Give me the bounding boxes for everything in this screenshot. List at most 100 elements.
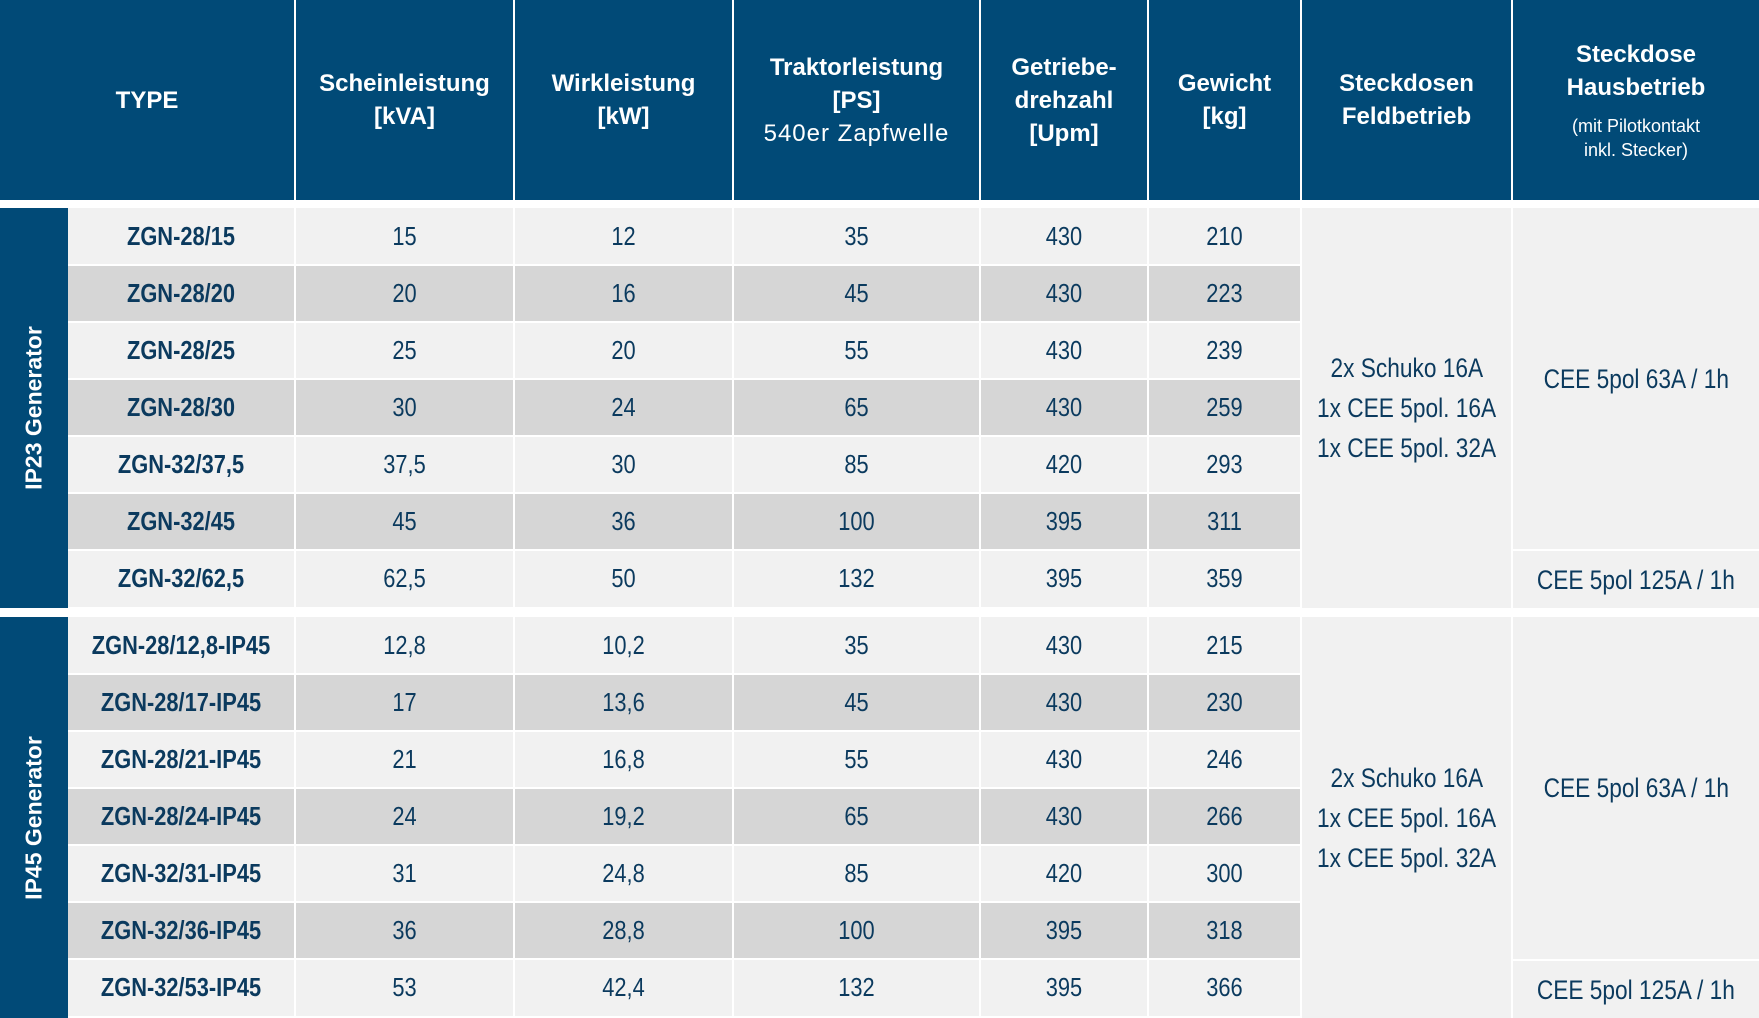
cell-ps: 35	[844, 630, 869, 660]
cell-type: ZGN-28/25	[126, 335, 236, 365]
column-divider	[294, 208, 296, 608]
column-divider	[979, 208, 981, 608]
cell-ps: 45	[844, 278, 869, 308]
row-divider	[68, 435, 1300, 437]
column-divider	[1511, 617, 1513, 1018]
cell-kg: 223	[1206, 278, 1243, 308]
table-header: TYPE Scheinleistung [kVA] Wirkleistung […	[0, 0, 1759, 200]
cell-ps: 35	[844, 221, 869, 251]
cell-type: ZGN-28/12,8-IP45	[91, 630, 271, 660]
feldbetrieb-line: 2x Schuko 16A	[1330, 353, 1483, 383]
cell-kw: 42,4	[602, 972, 645, 1002]
cell-kg: 359	[1206, 563, 1243, 593]
cell-upm: 420	[1045, 858, 1083, 888]
column-divider	[732, 617, 734, 1018]
table-row: ZGN-28/17-IP45 17 13,6 45 430 230	[68, 674, 1300, 731]
header-traktorleistung-line3: 540er Zapfwelle	[763, 119, 950, 147]
header-getriebedrehzahl-line2: drehzahl	[1014, 86, 1114, 114]
header-type: TYPE	[0, 0, 294, 200]
cell-kg: 300	[1206, 858, 1243, 888]
cell-kva: 21	[392, 744, 417, 774]
table-row: ZGN-28/12,8-IP45 12,8 10,2 35 430 215	[68, 617, 1300, 674]
header-scheinleistung: Scheinleistung [kVA]	[296, 0, 513, 200]
cell-kw: 16,8	[602, 744, 645, 774]
table-row: ZGN-28/25 25 20 55 430 239	[68, 322, 1300, 379]
header-hausbetrieb-line2: Hausbetrieb	[1566, 74, 1706, 101]
header-getriebedrehzahl-line1: Getriebe-	[1011, 53, 1117, 81]
row-divider	[68, 378, 1300, 380]
header-scheinleistung-line1: Scheinleistung	[319, 70, 490, 97]
cell-ps: 100	[838, 506, 875, 536]
cell-kva: 12,8	[383, 630, 426, 660]
cell-kw: 24,8	[602, 858, 645, 888]
cell-upm: 395	[1045, 506, 1083, 536]
cell-kva: 17	[392, 687, 417, 717]
cell-kw: 24	[611, 392, 636, 422]
cell-kg: 318	[1206, 915, 1243, 945]
table-row: ZGN-32/62,5 62,5 50 132 395 359	[68, 550, 1300, 607]
header-traktorleistung-line2: [PS]	[832, 86, 881, 114]
group-label-ip45-text: IP45 Generator	[20, 735, 47, 900]
table-row: ZGN-28/15 15 12 35 430 210	[68, 208, 1300, 265]
cell-type: ZGN-28/20	[126, 278, 236, 308]
cell-kw: 19,2	[602, 801, 645, 831]
cell-type: ZGN-32/53-IP45	[100, 972, 262, 1002]
cell-kg: 230	[1206, 687, 1243, 717]
column-divider	[1300, 208, 1302, 608]
row-divider	[68, 673, 1300, 675]
cell-ps: 55	[844, 335, 869, 365]
hausbetrieb-cell-ip23: CEE 5pol 63A / 1h	[1513, 208, 1759, 549]
column-divider	[1147, 617, 1149, 1018]
cell-ps: 65	[844, 801, 869, 831]
column-divider	[979, 617, 981, 1018]
cell-type: ZGN-28/15	[126, 221, 236, 251]
feldbetrieb-line: 1x CEE 5pol. 16A	[1316, 393, 1497, 423]
cell-kva: 30	[392, 392, 417, 422]
cell-ps: 45	[844, 687, 869, 717]
cell-kg: 259	[1206, 392, 1243, 422]
header-wirkleistung-line1: Wirkleistung	[551, 70, 696, 97]
table-row: ZGN-32/36-IP45 36 28,8 100 395 318	[68, 902, 1300, 959]
header-wirkleistung-line2: [kW]	[597, 103, 650, 130]
cell-kw: 10,2	[602, 630, 645, 660]
header-wirkleistung: Wirkleistung [kW]	[515, 0, 732, 200]
row-divider	[68, 321, 1300, 323]
cell-ps: 65	[844, 392, 869, 422]
cell-upm: 430	[1045, 335, 1083, 365]
cell-kg: 210	[1206, 221, 1243, 251]
cell-upm: 430	[1045, 392, 1083, 422]
cell-upm: 430	[1045, 278, 1083, 308]
row-divider	[68, 549, 1300, 551]
table-row: ZGN-32/45 45 36 100 395 311	[68, 493, 1300, 550]
cell-kg: 246	[1206, 744, 1243, 774]
cell-kw: 30	[611, 449, 636, 479]
column-divider	[1147, 208, 1149, 608]
header-hausbetrieb-note-line2: inkl. Stecker)	[1583, 140, 1688, 160]
header-feldbetrieb-line1: Steckdosen	[1339, 70, 1474, 97]
header-traktorleistung: Traktorleistung [PS] 540er Zapfwelle	[734, 0, 979, 200]
feldbetrieb-line: 1x CEE 5pol. 32A	[1316, 842, 1497, 873]
column-divider	[294, 617, 296, 1018]
cell-kva: 20	[392, 278, 417, 308]
hausbetrieb-last: CEE 5pol 125A / 1h	[1537, 564, 1735, 595]
cell-upm: 430	[1045, 744, 1083, 774]
header-traktorleistung-line1: Traktorleistung	[769, 53, 944, 81]
feldbetrieb-line: 1x CEE 5pol. 16A	[1316, 802, 1497, 833]
row-divider	[1513, 959, 1759, 961]
cell-kw: 36	[611, 506, 636, 536]
table-row: ZGN-28/30 30 24 65 430 259	[68, 379, 1300, 436]
table-row: ZGN-28/24-IP45 24 19,2 65 430 266	[68, 788, 1300, 845]
cell-upm: 430	[1045, 221, 1083, 251]
table-row: ZGN-32/37,5 37,5 30 85 420 293	[68, 436, 1300, 493]
cell-kw: 50	[611, 563, 636, 593]
hausbetrieb-cell-ip23-last: CEE 5pol 125A / 1h	[1513, 551, 1759, 608]
feldbetrieb-cell-ip23: 2x Schuko 16A 1x CEE 5pol. 16A 1x CEE 5p…	[1302, 208, 1511, 608]
row-divider	[68, 264, 1300, 266]
cell-ps: 132	[838, 972, 875, 1002]
header-scheinleistung-line2: [kVA]	[374, 103, 435, 130]
cell-kw: 28,8	[602, 915, 645, 945]
cell-kg: 215	[1206, 630, 1243, 660]
header-gewicht-line1: Gewicht	[1177, 70, 1272, 97]
column-divider	[513, 208, 515, 608]
cell-kg: 266	[1206, 801, 1243, 831]
